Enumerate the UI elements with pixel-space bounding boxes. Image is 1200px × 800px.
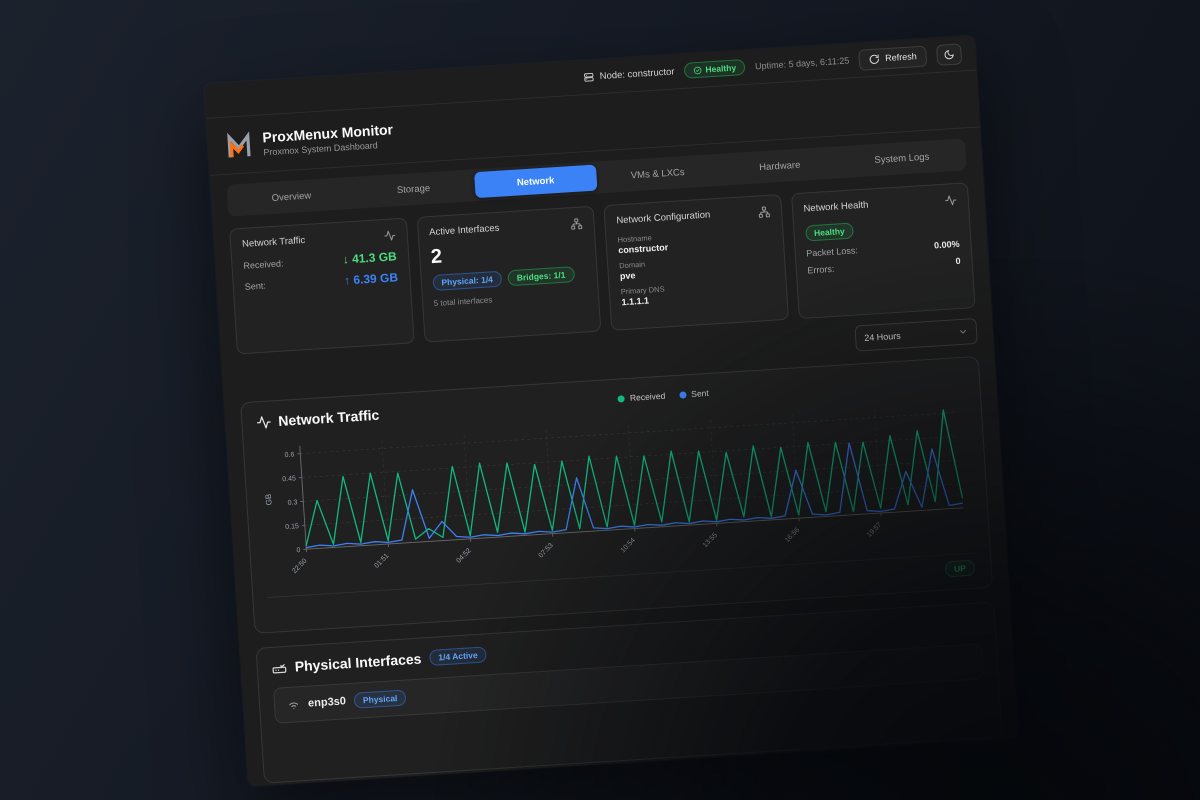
tab-hardware[interactable]: Hardware — [758, 159, 801, 173]
legend-dot — [617, 394, 626, 403]
network-health-card: Network Health Healthy Packet Loss: 0.00… — [790, 182, 976, 320]
tab-network[interactable]: Network — [473, 164, 598, 199]
active-count-badge: 1/4 Active — [428, 645, 488, 666]
received-label: Received: — [243, 258, 284, 271]
refresh-icon — [870, 54, 880, 64]
svg-text:22:50: 22:50 — [291, 558, 308, 575]
activity-icon — [945, 195, 957, 206]
card-title: Network Configuration — [616, 209, 711, 227]
svg-text:0: 0 — [296, 547, 300, 554]
interface-type-badge: Physical — [353, 689, 407, 709]
physical-interfaces-card: Physical Interfaces 1/4 Active enp3s0 Phy… — [255, 600, 1003, 784]
network-configuration-card: Network Configuration Hostname construct… — [603, 194, 789, 331]
wifi-icon — [289, 702, 299, 710]
server-icon — [584, 72, 594, 82]
total-interfaces-text: 5 total interfaces — [433, 295, 493, 308]
network-traffic-chart-card: Network Traffic Received Sent 0 0.15 0.3 0.4… — [240, 355, 994, 634]
network-icon — [571, 218, 583, 230]
activity-icon — [383, 230, 395, 241]
svg-text:13:55: 13:55 — [702, 532, 719, 549]
svg-text:0.45: 0.45 — [282, 475, 296, 483]
svg-text:16:56: 16:56 — [784, 527, 801, 544]
physical-count-badge: Physical: 1/4 — [431, 270, 503, 292]
svg-text:19:57: 19:57 — [866, 521, 883, 538]
time-range-value: 24 Hours — [863, 330, 902, 344]
uptime-text: Uptime: 5 days, 6:11:25 — [754, 55, 850, 72]
sent-label: Sent: — [244, 280, 267, 292]
node-label: Node: constructor — [599, 65, 675, 82]
proxmenux-logo — [227, 131, 251, 158]
legend-sent: Sent — [679, 388, 709, 400]
tab-storage[interactable]: Storage — [396, 182, 431, 196]
svg-text:07:53: 07:53 — [538, 542, 555, 559]
router-icon — [272, 664, 287, 674]
svg-text:04:52: 04:52 — [455, 547, 472, 564]
moon-icon — [944, 49, 954, 59]
active-interfaces-card: Active Interfaces 2 Physical: 1/4 Bridge… — [416, 205, 602, 343]
theme-toggle-button[interactable] — [935, 42, 963, 66]
svg-text:0.3: 0.3 — [287, 499, 297, 507]
card-title: Active Interfaces — [428, 222, 500, 239]
section-title: Physical Interfaces — [294, 650, 422, 675]
active-interfaces-count: 2 — [430, 245, 443, 269]
chevron-down-icon — [960, 330, 966, 334]
time-range-select[interactable]: 24 Hours — [854, 317, 978, 352]
activity-icon — [256, 415, 271, 429]
check-circle-icon — [694, 66, 702, 74]
svg-text:10:54: 10:54 — [620, 537, 637, 554]
card-title: Network Health — [803, 199, 869, 215]
chart-title: Network Traffic — [277, 406, 380, 429]
svg-text:01:51: 01:51 — [373, 552, 390, 569]
sent-value: ↑ 6.39 GB — [343, 270, 399, 288]
errors-label: Errors: — [807, 263, 835, 276]
node-indicator: Node: constructor — [583, 65, 675, 83]
tab-system-logs[interactable]: System Logs — [874, 151, 930, 166]
card-title: Network Traffic — [241, 234, 306, 250]
interface-name: enp3s0 — [307, 694, 347, 710]
network-traffic-card: Network Traffic Received: ↓ 41.3 GB Sent… — [229, 217, 415, 355]
tab-vms-lxcs[interactable]: VMs & LXCs — [630, 166, 685, 181]
svg-text:0.6: 0.6 — [284, 452, 294, 460]
tab-overview[interactable]: Overview — [271, 190, 312, 204]
bridges-count-badge: Bridges: 1/1 — [507, 266, 575, 287]
packet-loss-value: 0.00% — [933, 238, 960, 251]
errors-value: 0 — [955, 255, 961, 267]
dashboard-content: Overview Storage Network VMs & LXCs Hardware… — [210, 127, 1019, 784]
legend-dot — [679, 390, 687, 399]
svg-text:GB: GB — [264, 494, 274, 506]
received-value: ↓ 41.3 GB — [342, 249, 398, 267]
health-badge: Healthy — [804, 222, 855, 242]
packet-loss-label: Packet Loss: — [806, 245, 859, 259]
network-tree-icon — [758, 206, 770, 218]
health-status-badge: Healthy — [683, 59, 746, 79]
dashboard-window: Node: constructor Healthy Uptime: 5 days… — [204, 35, 1019, 787]
refresh-button[interactable]: Refresh — [858, 45, 928, 71]
svg-text:0.15: 0.15 — [285, 523, 299, 531]
interface-status-badge: UP — [944, 559, 976, 577]
